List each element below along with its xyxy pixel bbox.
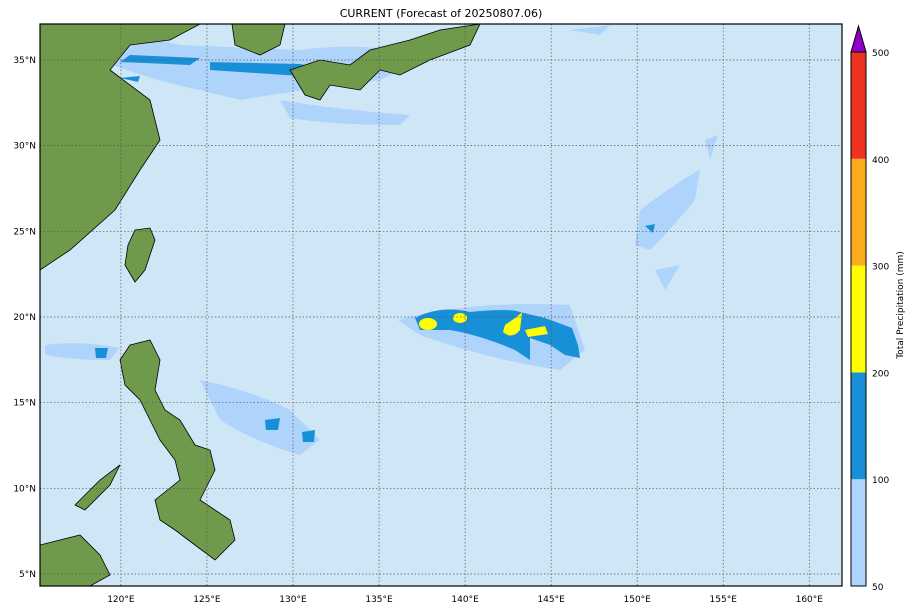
lon-tick-label: 150°E — [624, 595, 652, 605]
colorbar-tick-label: 400 — [872, 156, 889, 166]
map-frame — [39, 23, 843, 587]
lat-tick-label: 15°N — [13, 399, 36, 409]
lat-tick-label: 5°N — [19, 570, 36, 580]
lon-tick-labels: 120°E 125°E 130°E 135°E 140°E 145°E 150°E 155°E… — [107, 595, 823, 605]
colorbar-tick-label: 100 — [872, 476, 889, 486]
precip-200-300 — [419, 312, 548, 337]
colorbar-segment — [851, 52, 866, 159]
colorbar-segment — [851, 265, 866, 373]
lon-tick-label: 155°E — [710, 595, 738, 605]
lon-tick-label: 160°E — [796, 595, 824, 605]
colorbar-extend-arrow — [850, 24, 867, 53]
colorbar-segment — [851, 479, 866, 586]
colorbar-segment — [851, 372, 866, 480]
colorbar-segment — [851, 158, 866, 266]
lat-tick-label: 20°N — [13, 313, 36, 323]
land — [40, 24, 481, 586]
colorbar-tick-label: 50 — [872, 583, 884, 593]
colorbar-frame — [850, 51, 867, 587]
lon-tick-label: 135°E — [365, 595, 393, 605]
lat-tick-label: 10°N — [13, 484, 36, 494]
lat-tick-labels: 5°N 10°N 15°N 20°N 25°N 30°N 35°N — [13, 56, 36, 580]
lon-tick-label: 120°E — [107, 595, 135, 605]
lat-tick-label: 25°N — [13, 227, 36, 237]
colorbar-tick-label: 300 — [872, 263, 889, 273]
colorbar-tick-label: 200 — [872, 369, 889, 379]
lat-tick-label: 30°N — [13, 142, 36, 152]
colorbar: 50 100 200 300 400 500 — [850, 24, 889, 593]
colorbar-label: Total Precipitation (mm) — [896, 251, 906, 360]
lon-tick-label: 130°E — [279, 595, 307, 605]
lon-tick-label: 145°E — [537, 595, 565, 605]
gridlines — [40, 24, 842, 586]
lon-tick-label: 125°E — [193, 595, 221, 605]
lon-tick-label: 140°E — [451, 595, 479, 605]
lat-tick-label: 35°N — [13, 56, 36, 66]
figure-title: CURRENT (Forecast of 20250807.06) — [339, 7, 543, 20]
colorbar-tick-label: 500 — [872, 49, 889, 59]
